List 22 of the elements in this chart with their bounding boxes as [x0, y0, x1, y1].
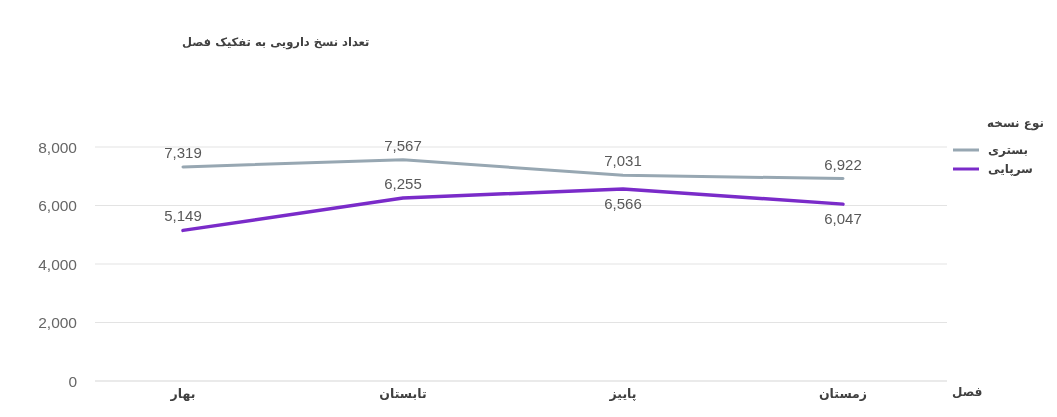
legend-label: سرپایی	[988, 161, 1033, 176]
chart-title: تعداد نسخ دارویی به تفکیک فصل	[182, 35, 370, 49]
legend-title: نوع نسخه	[985, 116, 1044, 130]
data-label: 6,566	[604, 194, 642, 212]
x-tick-label: زمستان	[818, 385, 868, 401]
y-tick-label: 2,000	[38, 314, 78, 331]
data-label: 6,047	[824, 210, 862, 228]
y-tick-label: 0	[68, 372, 78, 390]
data-label: 7,031	[604, 152, 642, 170]
data-label: 5,149	[164, 207, 202, 225]
x-tick-label: تابستان	[379, 385, 427, 401]
legend-label: بستری	[988, 142, 1029, 157]
x-axis-title: فصل	[952, 385, 983, 399]
y-tick-label: 4,000	[38, 255, 78, 273]
y-tick-label: 6,000	[38, 197, 78, 214]
data-label: 6,255	[384, 175, 422, 193]
x-tick-label: بهار	[169, 385, 196, 401]
x-tick-label: پاییز	[608, 385, 637, 401]
data-label: 7,567	[384, 136, 422, 154]
data-label: 6,922	[824, 155, 862, 173]
data-label: 7,319	[164, 143, 202, 161]
y-tick-label: 8,000	[38, 138, 78, 156]
